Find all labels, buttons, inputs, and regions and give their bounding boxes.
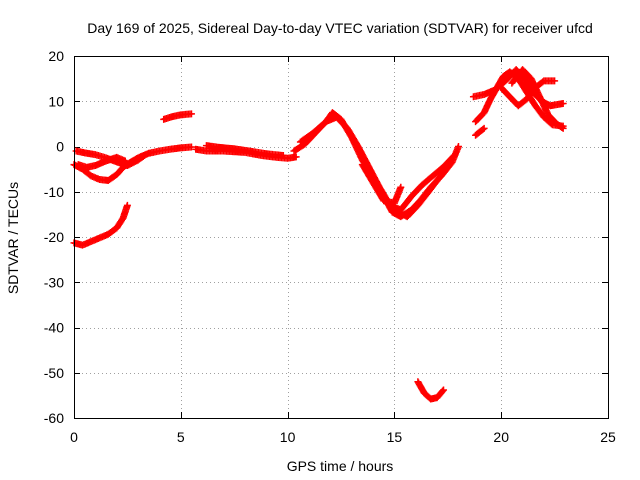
x-tick-label: 5 xyxy=(177,429,185,445)
y-tick-label: -30 xyxy=(44,274,64,290)
y-tick-label: 0 xyxy=(56,139,64,155)
data-point xyxy=(123,201,131,209)
data-point xyxy=(559,124,567,132)
data-point xyxy=(279,152,287,160)
y-tick-label: -40 xyxy=(44,320,64,336)
data-point xyxy=(559,100,567,108)
data-point xyxy=(449,153,457,161)
data-point xyxy=(450,152,458,160)
data-point xyxy=(187,143,195,151)
data-point xyxy=(140,152,148,160)
data-point xyxy=(480,124,488,132)
data-point xyxy=(440,386,448,394)
y-tick-label: -60 xyxy=(44,410,64,426)
data-point xyxy=(397,183,405,191)
x-axis-label: GPS time / hours xyxy=(287,458,394,474)
data-points xyxy=(70,66,567,403)
y-tick-label: -10 xyxy=(44,184,64,200)
data-point xyxy=(441,166,449,174)
y-tick-label: -50 xyxy=(44,365,64,381)
data-point xyxy=(121,157,129,165)
data-point xyxy=(187,110,195,118)
data-point xyxy=(551,77,559,85)
x-tick-label: 15 xyxy=(387,429,403,445)
data-point xyxy=(139,152,147,160)
y-axis-label: SDTVAR / TECUs xyxy=(5,182,21,294)
data-point xyxy=(558,123,566,131)
x-tick-label: 25 xyxy=(600,429,616,445)
x-tick-label: 20 xyxy=(493,429,509,445)
data-point xyxy=(439,387,447,395)
data-point xyxy=(454,143,462,150)
y-tick-label: 20 xyxy=(48,48,64,64)
x-tick-label: 0 xyxy=(70,429,78,445)
y-tick-label: -20 xyxy=(44,229,64,245)
chart-title: Day 169 of 2025, Sidereal Day-to-day VTE… xyxy=(87,20,593,36)
plot-frame xyxy=(74,56,609,419)
data-point xyxy=(292,153,300,161)
x-tick-label: 10 xyxy=(280,429,296,445)
data-point xyxy=(442,165,450,173)
y-tick-label: 10 xyxy=(48,93,64,109)
ticks: 0 5 10 15 20 25 -60 -50 -40 -30 -20 -10 0 10 20 xyxy=(44,48,616,445)
data-point xyxy=(479,125,487,133)
